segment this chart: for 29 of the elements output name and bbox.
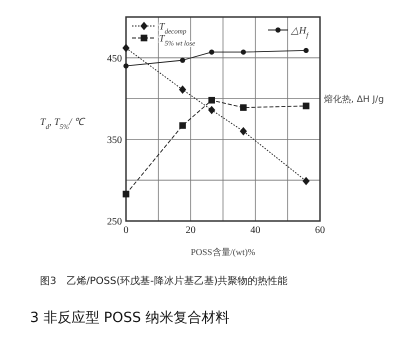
point: [240, 49, 246, 55]
point: [180, 58, 186, 63]
y-tick-label: 350: [107, 134, 122, 146]
legend-label: T$_{decomp}$: [159, 22, 187, 36]
point: [122, 44, 130, 52]
point: [209, 49, 214, 55]
point: [208, 96, 215, 104]
y-tick-label: 450: [107, 53, 122, 64]
x-tick-label: 40: [250, 225, 260, 236]
point: [240, 127, 247, 136]
point: [208, 106, 216, 114]
point: [122, 190, 130, 198]
point: [178, 85, 186, 94]
x-axis-title: POSS含量/(wt)%: [190, 247, 256, 257]
x-tick-label: 20: [186, 225, 196, 236]
x-tick-label: 0: [124, 225, 128, 236]
y-axis-title: T$_{d}$, T$_{5%}$/ ℃: [40, 117, 86, 131]
y-tick-label: 250: [107, 216, 122, 228]
legend-label: △H$_{f}$: [290, 26, 310, 40]
point: [303, 48, 309, 54]
point: [302, 102, 310, 110]
point: [302, 176, 310, 186]
point: [240, 104, 247, 111]
text: 熔化热, ΔH J/g: [324, 94, 384, 105]
text: 3 非反应型 POSS 纳米复合材料: [30, 310, 230, 326]
point: [179, 122, 186, 129]
point: [123, 63, 129, 69]
x-tick-label: 60: [315, 225, 325, 236]
caption: 图3 乙烯/POSS(环戊基-降冰片基乙基)共聚物的热性能: [40, 275, 288, 287]
